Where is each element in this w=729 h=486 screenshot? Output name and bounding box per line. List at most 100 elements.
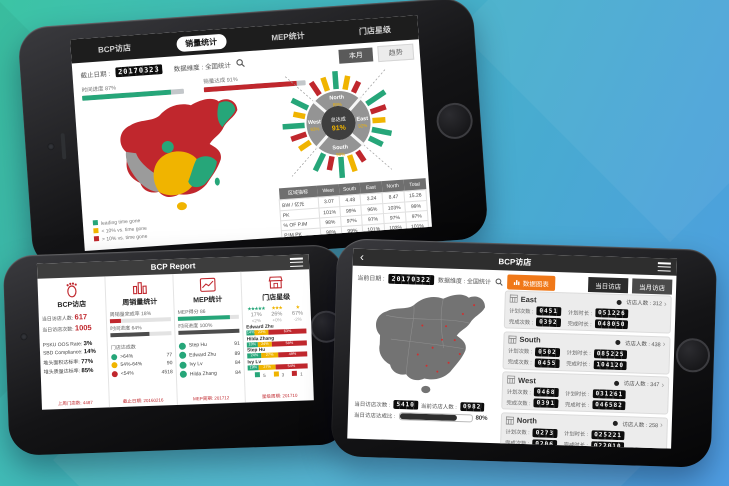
radial-spoke xyxy=(292,111,306,120)
panel-title: 门店星级 xyxy=(262,293,291,302)
region-summary-table: 区域指标 West South East North Total BW / 亿元 3.0… xyxy=(278,178,429,241)
home-button xyxy=(435,101,474,141)
radial-spoke xyxy=(332,70,339,90)
kpi-oos: PSKU OOS Rate: 3% xyxy=(42,340,93,349)
daily-visit-stats: 当日访店次数 : 5410 当前访店人数 : 0982 当日访店达成比 : 80… xyxy=(353,399,488,423)
panel-footer: 星级周期: 201710 xyxy=(261,392,298,400)
grid-icon xyxy=(505,415,515,425)
panel-store-rating: 门店星级 ★★★★★ 17% <2% ★★★ 26% +0% ★ 67% -2% Edwar… xyxy=(241,269,314,402)
date-label: 当前日期 : xyxy=(357,275,385,283)
tab-month-visits[interactable]: 当月访店 xyxy=(631,278,673,295)
panel-footer: 截止日期: 20160216 xyxy=(122,397,164,404)
panel-title: BCP访店 xyxy=(57,301,87,310)
radial-center-value: 91% xyxy=(332,124,347,132)
rating-legend: 5 3 1 xyxy=(248,370,310,378)
list-item: Edward Zhu 89 xyxy=(179,350,240,359)
kpi-sbd: SBD Compliance: 14% xyxy=(42,348,96,357)
line-chart-icon xyxy=(199,277,216,292)
person-rating-row: Edward Zhu 14% 23% 63% xyxy=(246,323,308,336)
tab-mep-stats[interactable]: MEP统计 xyxy=(271,30,305,42)
panel-mep: MEP统计 MEP得分 86 时间进度 100% Step Hu 91 Edwar… xyxy=(173,271,246,405)
quadrant-north-value: 89% xyxy=(333,102,342,108)
panel-footer: MEP周期: 201712 xyxy=(192,395,230,402)
panel-weekly-sales: 周销量统计 周销量完成率 18% 时间进度 64% 门店达成数 >64% 77 5… xyxy=(105,274,178,408)
region-card-east[interactable]: East 访店人数 : 312 › 计划次数 :0451 计划时长 :051226… xyxy=(503,290,672,334)
chevron-right-icon: › xyxy=(659,420,663,430)
search-icon[interactable] xyxy=(236,58,246,68)
phone-top-screen: BCP访店 销量统计 MEP统计 门店星级 截止日期 : 20170323 数据… xyxy=(70,15,432,252)
camera-icon xyxy=(20,333,28,341)
china-map-choropleth: leading time gone < 10% vs. time gone > … xyxy=(78,90,280,249)
region-card-north[interactable]: North 访店人数 : 258 › 计划次数 :0273 计划时长 :02522… xyxy=(499,411,669,449)
storefront-icon xyxy=(268,276,283,289)
radial-spoke xyxy=(369,104,387,115)
stat-visits: 当日访店次数: 1005 xyxy=(42,322,92,334)
data-chart-button[interactable]: 数据图表 xyxy=(506,274,556,291)
dimension-label: 数据维度 : 全国统计 xyxy=(437,278,491,286)
china-map-svg xyxy=(120,98,238,211)
grid-icon xyxy=(508,335,517,344)
camera-icon xyxy=(47,142,55,151)
radial-spoke xyxy=(367,135,384,147)
visit-count-display: 5410 xyxy=(393,399,418,410)
radial-spoke xyxy=(308,80,322,97)
quadrant-east-value: 92% xyxy=(358,123,367,129)
radial-spoke xyxy=(282,122,305,130)
date-label: 截止日期 : xyxy=(80,70,111,80)
list-item: <54% 4518 xyxy=(111,369,173,377)
menu-icon[interactable] xyxy=(657,262,671,272)
search-icon[interactable] xyxy=(495,277,503,286)
page-title: BCP访店 xyxy=(498,257,532,268)
list-title: 门店达成数 xyxy=(110,344,137,352)
region-card-list: East 访店人数 : 312 › 计划次数 :0451 计划时长 :051226… xyxy=(499,290,672,449)
radial-spoke xyxy=(312,152,327,172)
radial-spoke xyxy=(326,155,335,171)
menu-icon[interactable] xyxy=(289,257,304,267)
phone-right-screen: ‹ BCP访店 当前日期 : 20170322 数据维度 : 全国统计 数据图表 xyxy=(347,248,678,449)
chevron-right-icon: › xyxy=(662,339,666,349)
phone-left: BCP Report BCP访店 当日访店人数: 617 当日访店次数: 100… xyxy=(2,244,350,456)
radial-spoke xyxy=(372,116,386,124)
date-display: 20170322 xyxy=(388,273,435,285)
speaker-icon xyxy=(60,133,67,160)
map-legend: leading time gone < 10% vs. time gone > … xyxy=(92,217,148,245)
date-display: 20170323 xyxy=(114,63,163,77)
china-map-gray xyxy=(353,287,502,398)
kpi-area: 堆头面积达标率: 77% xyxy=(43,358,94,367)
chevron-right-icon: › xyxy=(663,298,667,308)
back-icon[interactable]: ‹ xyxy=(359,249,365,264)
visitor-count-display: 0982 xyxy=(459,402,485,412)
ratio-percent: 80% xyxy=(475,415,488,422)
list-item: Step Hu 91 xyxy=(178,340,240,350)
radial-spoke xyxy=(298,139,312,152)
tab-today-visits[interactable]: 当日访店 xyxy=(587,276,629,294)
list-item: Hilda Zhang 84 xyxy=(179,369,241,378)
radial-spoke xyxy=(371,126,393,137)
quadrant-south-value: 90% xyxy=(336,152,345,158)
ratio-progress-bar xyxy=(398,412,473,423)
radial-spoke xyxy=(346,154,358,173)
region-card-south[interactable]: South 访店人数 : 438 › 计划次数 :0502 计划时长 :08522… xyxy=(502,330,671,375)
radial-spokes xyxy=(282,70,393,179)
panel-title: 周销量统计 xyxy=(122,298,158,307)
bar-chart-icon xyxy=(132,282,147,295)
radial-center-label: 总达成 xyxy=(331,116,346,124)
radial-spoke xyxy=(290,131,308,142)
radial-spoke xyxy=(365,89,387,107)
tab-store-rating[interactable]: 门店星级 xyxy=(358,24,392,36)
radial-spoke xyxy=(355,149,367,163)
tab-bcp-visit[interactable]: BCP访店 xyxy=(97,42,132,55)
kpi-quality: 堆头质量达标率: 85% xyxy=(43,367,94,376)
phone-right: ‹ BCP访店 当前日期 : 20170322 数据维度 : 全国统计 数据图表 xyxy=(330,238,718,468)
quadrant-east-label: East xyxy=(356,116,368,123)
stat-visitors: 当日访店人数: 617 xyxy=(41,312,88,323)
region-card-west[interactable]: West 访店人数 : 347 › 计划次数 :0468 计划时长 :031261… xyxy=(501,371,670,415)
radial-spoke xyxy=(342,75,351,91)
background-shape xyxy=(457,0,729,243)
quadrant-north-label: North xyxy=(329,95,345,102)
quadrant-west-label: West xyxy=(308,119,322,126)
quadrant-west-value: 93% xyxy=(310,126,319,132)
panel-footer: 上周门店数: 4487 xyxy=(57,399,93,407)
tab-sales-stats[interactable]: 销量统计 xyxy=(175,33,227,52)
radial-achievement-chart: North 89% East 92% South 90% West 93% 总达… xyxy=(274,59,402,192)
